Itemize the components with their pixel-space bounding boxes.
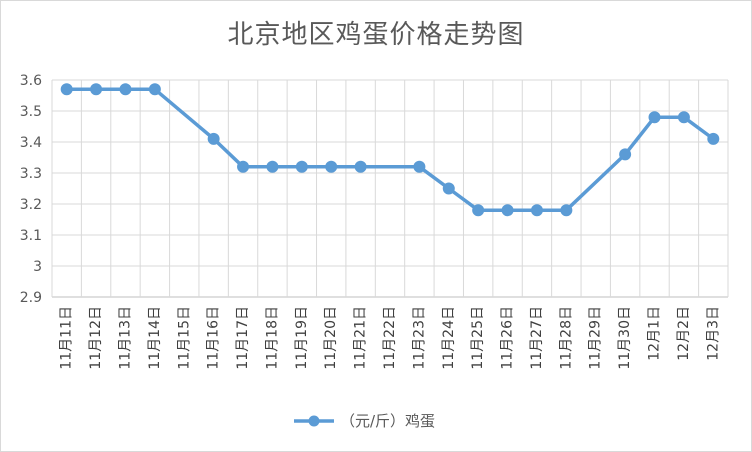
x-tick-label: 11月13日 (117, 306, 133, 370)
chart-title: 北京地区鸡蛋价格走势图 (227, 20, 525, 50)
y-tick-label: 3.4 (20, 135, 42, 151)
data-point (501, 204, 514, 217)
data-point (472, 204, 485, 217)
x-tick-label: 11月14日 (147, 306, 163, 370)
data-point (619, 148, 632, 161)
x-tick-label: 11月29日 (588, 306, 604, 370)
data-point (295, 160, 308, 173)
x-tick-label: 12月1日 (647, 306, 663, 361)
legend-marker (308, 415, 320, 427)
data-point (90, 83, 103, 96)
data-point (119, 83, 132, 96)
y-tick-label: 3.3 (20, 166, 42, 182)
x-tick-label: 11月28日 (558, 306, 574, 370)
data-point (530, 204, 543, 217)
data-point (60, 83, 73, 96)
x-tick-label: 11月21日 (353, 306, 369, 370)
data-point (148, 83, 161, 96)
x-tick-label: 11月23日 (411, 306, 427, 370)
data-point (648, 111, 661, 124)
x-tick-label: 11月11日 (59, 306, 75, 370)
x-tick-label: 11月25日 (470, 306, 486, 370)
y-tick-label: 3.2 (20, 197, 42, 213)
data-point (266, 160, 279, 173)
x-tick-label: 11月30日 (617, 306, 633, 370)
data-point (707, 132, 720, 145)
data-point (560, 204, 573, 217)
data-point (677, 111, 690, 124)
y-tick-label: 2.9 (20, 290, 42, 306)
y-tick-label: 3.1 (20, 228, 42, 244)
x-tick-label: 11月26日 (500, 306, 516, 370)
data-point (237, 160, 250, 173)
x-tick-label: 11月15日 (176, 306, 192, 370)
data-point (413, 160, 426, 173)
x-tick-label: 12月2日 (676, 306, 692, 361)
x-tick-label: 11月27日 (529, 306, 545, 370)
series-line (64, 87, 716, 212)
x-tick-label: 11月19日 (294, 306, 310, 370)
x-tick-label: 11月17日 (235, 306, 251, 370)
legend-label: （元/斤）鸡蛋 (340, 412, 435, 430)
x-tick-label: 11月22日 (382, 306, 398, 370)
x-tick-label: 11月16日 (206, 306, 222, 370)
y-tick-label: 3.5 (20, 104, 42, 120)
data-point (442, 182, 455, 195)
x-tick-label: 11月20日 (323, 306, 339, 370)
data-point (207, 132, 220, 145)
data-point (325, 160, 338, 173)
y-tick-label: 3.6 (20, 73, 42, 89)
x-tick-label: 11月24日 (441, 306, 457, 370)
y-tick-label: 3 (33, 259, 42, 275)
x-tick-label: 11月12日 (88, 306, 104, 370)
data-point (354, 160, 367, 173)
x-tick-label: 11月18日 (264, 306, 280, 370)
x-tick-label: 12月3日 (705, 306, 721, 361)
